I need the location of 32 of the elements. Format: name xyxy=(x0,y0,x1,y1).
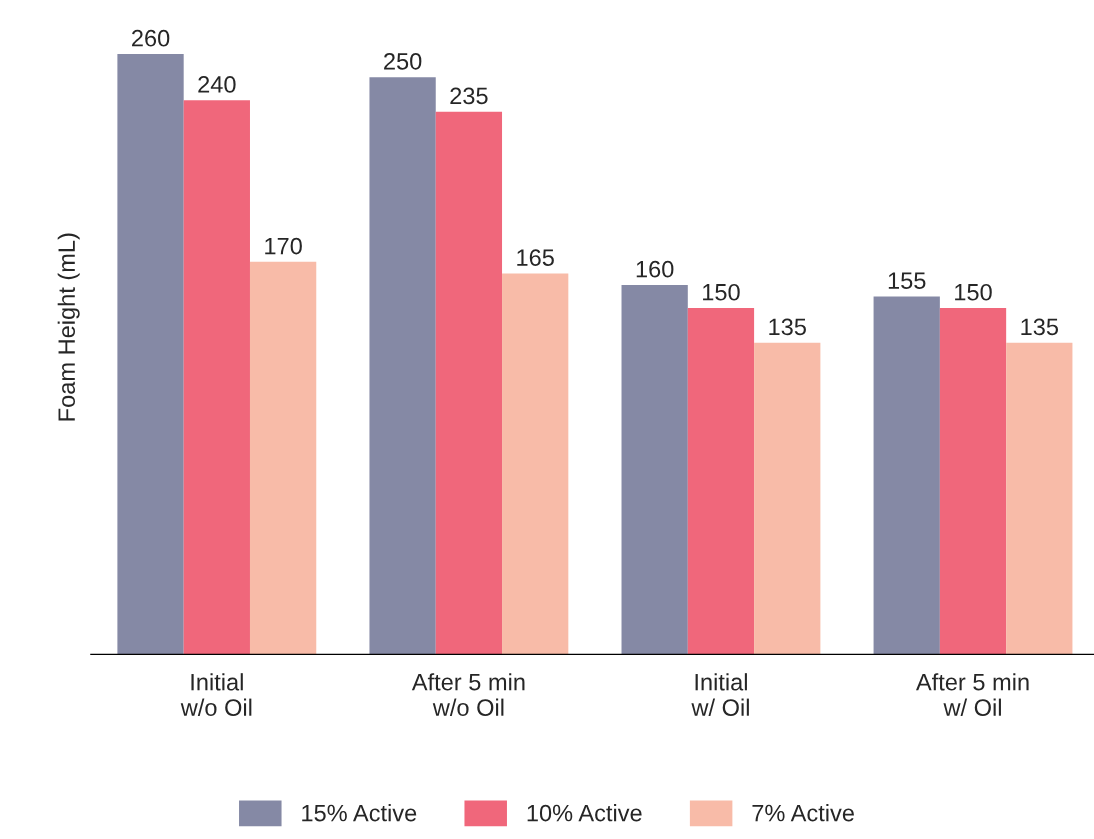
data-label: 235 xyxy=(450,87,488,105)
data-label: 260 xyxy=(132,29,170,47)
data-label: 150 xyxy=(703,283,740,301)
data-label: 240 xyxy=(198,76,236,93)
data-label: 135 xyxy=(1021,318,1059,336)
bar xyxy=(621,284,688,655)
bar xyxy=(754,342,821,655)
x-tick-label: Initial w/ Oil xyxy=(691,673,749,716)
data-label: 165 xyxy=(517,249,554,266)
data-label: 150 xyxy=(955,283,992,301)
data-label: 250 xyxy=(384,52,422,70)
bar xyxy=(687,308,755,655)
y-axis-title: Foam Height (mL) xyxy=(57,233,80,421)
data-label: 155 xyxy=(888,272,926,290)
bar xyxy=(873,296,940,655)
bar xyxy=(1006,342,1073,655)
x-tick-label: After 5 min w/ Oil xyxy=(915,673,1029,716)
bar xyxy=(502,273,569,655)
x-tick-label: Initial w/o Oil xyxy=(180,673,252,716)
legend-label: 15% Active xyxy=(302,804,417,822)
bar xyxy=(369,77,436,655)
bar xyxy=(939,308,1007,655)
data-label: 170 xyxy=(265,237,302,255)
x-tick-label: After 5 min w/o Oil xyxy=(411,673,525,716)
legend-label: 10% Active xyxy=(527,804,642,822)
bar xyxy=(249,261,317,655)
bar xyxy=(183,100,250,655)
data-label: 135 xyxy=(769,318,806,336)
bar xyxy=(435,111,503,655)
legend-label: 7% Active xyxy=(752,804,854,822)
data-label: 160 xyxy=(636,260,674,278)
bar xyxy=(117,54,184,655)
